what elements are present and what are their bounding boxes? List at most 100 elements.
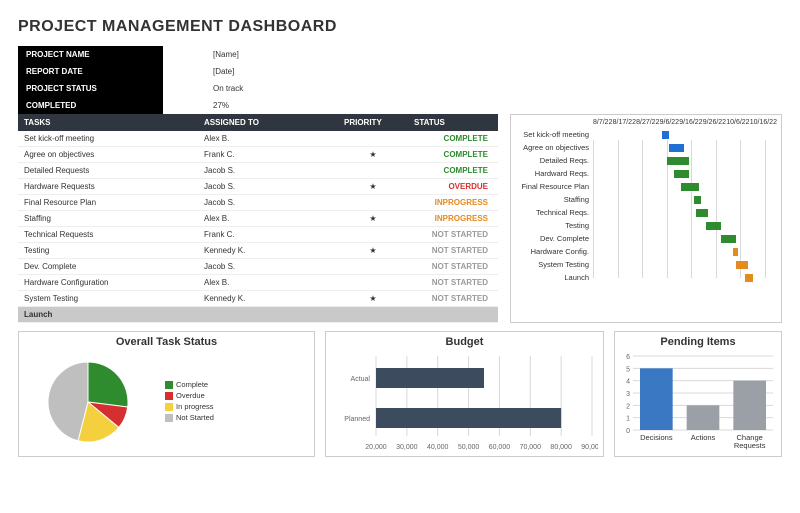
info-value: 27%	[163, 101, 229, 110]
info-value: On track	[163, 84, 243, 93]
budget-panel: Budget 20,000 30,000 40,000 50,000 60,000 70,…	[325, 331, 604, 457]
gantt-label: Final Resource Plan	[515, 182, 593, 191]
gantt-label: Staffing	[515, 195, 593, 204]
task-name: Hardware Configuration	[18, 275, 198, 291]
status-badge: NOT STARTED	[408, 227, 498, 243]
launch-label: Launch	[18, 307, 498, 323]
table-row: Detailed Requests Jacob S. COMPLETE	[18, 163, 498, 179]
status-badge: NOT STARTED	[408, 243, 498, 259]
gantt-row: System Testing	[515, 258, 777, 271]
assigned-to: Jacob S.	[198, 179, 338, 195]
chart-title: Budget	[330, 336, 599, 348]
table-row: Staffing Alex B. ★ INPROGRESS	[18, 211, 498, 227]
assigned-to: Alex B.	[198, 211, 338, 227]
gantt-date: 8/17/22	[613, 119, 636, 126]
svg-text:Actual: Actual	[351, 376, 371, 383]
svg-text:40,000: 40,000	[427, 444, 449, 451]
page-title: PROJECT MANAGEMENT DASHBOARD	[18, 18, 782, 36]
priority-star	[338, 163, 408, 179]
task-name: Final Resource Plan	[18, 195, 198, 211]
svg-text:80,000: 80,000	[550, 444, 572, 451]
status-badge: NOT STARTED	[408, 275, 498, 291]
priority-star: ★	[338, 179, 408, 195]
task-name: Testing	[18, 243, 198, 259]
svg-text:Planned: Planned	[344, 416, 370, 423]
gantt-date: 8/27/22	[636, 119, 659, 126]
svg-text:70,000: 70,000	[520, 444, 542, 451]
status-badge: NOT STARTED	[408, 291, 498, 307]
gantt-bar	[681, 183, 698, 191]
gantt-label: Hardward Reqs.	[515, 169, 593, 178]
priority-star	[338, 195, 408, 211]
gantt-bar	[669, 144, 684, 152]
priority-star: ★	[338, 291, 408, 307]
gantt-bar	[667, 157, 689, 165]
assigned-to: Kennedy K.	[198, 291, 338, 307]
task-name: System Testing	[18, 291, 198, 307]
gantt-row: Detailed Reqs.	[515, 154, 777, 167]
table-row: Technical Requests Frank C. NOT STARTED	[18, 227, 498, 243]
pie-slice	[88, 362, 128, 407]
budget-bar	[376, 368, 484, 388]
pending-bar	[733, 381, 766, 430]
chart-title: Pending Items	[619, 336, 777, 348]
svg-text:1: 1	[626, 416, 630, 423]
gantt-row: Agree on objectives	[515, 141, 777, 154]
col-header: STATUS	[408, 114, 498, 131]
svg-text:Decisions: Decisions	[640, 433, 673, 442]
svg-text:60,000: 60,000	[489, 444, 511, 451]
gantt-bar	[696, 209, 708, 217]
assigned-to: Frank C.	[198, 227, 338, 243]
project-info: PROJECT NAME[Name]REPORT DATE[Date]PROJE…	[18, 46, 498, 114]
table-row: Hardware Requests Jacob S. ★ OVERDUE	[18, 179, 498, 195]
legend-item: Not Started	[165, 413, 214, 422]
assigned-to: Alex B.	[198, 131, 338, 147]
assigned-to: Jacob S.	[198, 259, 338, 275]
priority-star	[338, 275, 408, 291]
assigned-to: Jacob S.	[198, 163, 338, 179]
pending-items-panel: Pending Items 0123456DecisionsActionsCha…	[614, 331, 782, 457]
table-row: Launch	[18, 307, 498, 323]
svg-text:2: 2	[626, 403, 630, 410]
gantt-bar	[736, 261, 748, 269]
svg-text:ChangeRequests: ChangeRequests	[734, 433, 766, 450]
legend-item: Complete	[165, 380, 214, 389]
gantt-date: 9/6/22	[660, 119, 679, 126]
status-badge: OVERDUE	[408, 179, 498, 195]
priority-star	[338, 131, 408, 147]
pie-chart	[23, 352, 153, 452]
gantt-date: 8/7/22	[593, 119, 612, 126]
pending-bar	[687, 405, 720, 430]
status-badge: COMPLETE	[408, 147, 498, 163]
table-row: Set kick-off meeting Alex B. COMPLETE	[18, 131, 498, 147]
svg-text:50,000: 50,000	[458, 444, 480, 451]
status-badge: NOT STARTED	[408, 259, 498, 275]
priority-star	[338, 227, 408, 243]
gantt-row: Hardward Reqs.	[515, 167, 777, 180]
svg-text:90,000: 90,000	[581, 444, 598, 451]
svg-text:30,000: 30,000	[396, 444, 418, 451]
table-row: Final Resource Plan Jacob S. INPROGRESS	[18, 195, 498, 211]
pie-legend: CompleteOverdueIn progressNot Started	[165, 380, 214, 424]
budget-bar	[376, 408, 561, 428]
chart-title: Overall Task Status	[23, 336, 310, 348]
task-name: Set kick-off meeting	[18, 131, 198, 147]
table-row: System Testing Kennedy K. ★ NOT STARTED	[18, 291, 498, 307]
gantt-chart: 8/7/228/17/228/27/229/6/229/16/229/26/22…	[510, 114, 782, 323]
gantt-row: Staffing	[515, 193, 777, 206]
gantt-label: Launch	[515, 273, 593, 282]
task-name: Detailed Requests	[18, 163, 198, 179]
info-label: REPORT DATE	[18, 63, 163, 80]
table-row: Dev. Complete Jacob S. NOT STARTED	[18, 259, 498, 275]
svg-text:4: 4	[626, 379, 630, 386]
priority-star: ★	[338, 211, 408, 227]
gantt-label: Technical Reqs.	[515, 208, 593, 217]
svg-text:20,000: 20,000	[365, 444, 387, 451]
info-value: [Date]	[163, 67, 234, 76]
table-row: Hardware Configuration Alex B. NOT START…	[18, 275, 498, 291]
gantt-row: Final Resource Plan	[515, 180, 777, 193]
gantt-row: Set kick-off meeting	[515, 128, 777, 141]
info-label: PROJECT STATUS	[18, 80, 163, 97]
assigned-to: Alex B.	[198, 275, 338, 291]
legend-item: In progress	[165, 402, 214, 411]
